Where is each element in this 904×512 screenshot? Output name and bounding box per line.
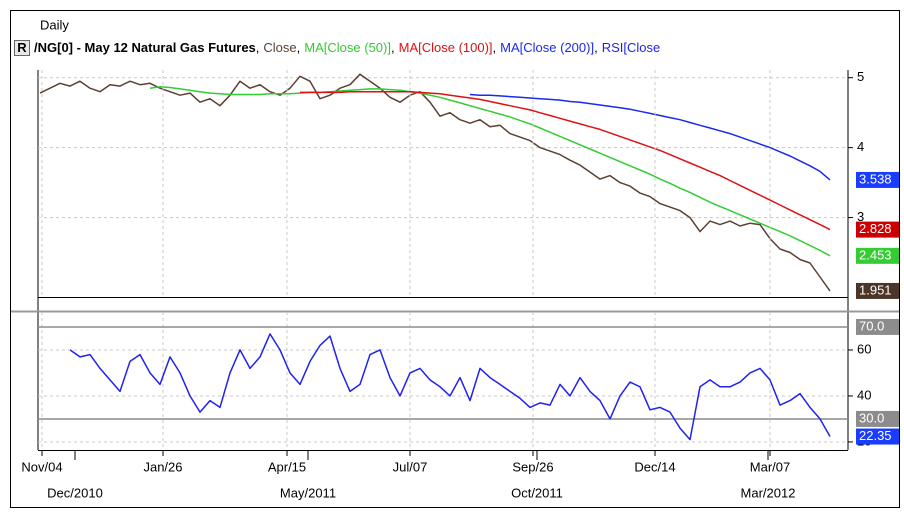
x-tick-label: Mar/07 [750, 459, 790, 474]
last-value-box [856, 282, 899, 299]
legend-entry: RSI[Close [602, 40, 661, 55]
series-line [149, 86, 831, 257]
series-line [469, 93, 831, 181]
button[interactable] [14, 40, 30, 56]
period-label: Daily [40, 17, 69, 32]
x-tick-label: Sep/26 [512, 459, 553, 474]
series-line [300, 90, 831, 231]
y-tick-label: 40 [857, 387, 871, 402]
series-line [39, 73, 831, 292]
x-tick-label: May/2011 [280, 485, 336, 500]
button-label[interactable]: R [17, 40, 27, 55]
last-value-box [856, 171, 899, 188]
legend-entry: Close [263, 40, 296, 55]
y-tick-label: 3 [857, 209, 864, 224]
legend-separator: , [493, 40, 497, 55]
window-frame [10, 10, 900, 508]
legend-separator: , [256, 40, 260, 55]
last-value-label: 2.828 [859, 221, 892, 236]
level-label: 30.0 [859, 410, 884, 425]
last-value-label: 22.35 [859, 428, 892, 443]
x-tick-label: Jan/26 [143, 459, 182, 474]
legend-separator: , [594, 40, 598, 55]
legend-separator: , [391, 40, 395, 55]
x-tick-label: Oct/2011 [511, 485, 563, 500]
level-label-box [856, 318, 899, 335]
y-tick-label: 60 [857, 341, 871, 356]
x-tick-label: Apr/15 [268, 459, 306, 474]
x-tick-label: Mar/2012 [741, 485, 796, 500]
last-value-label: 3.538 [859, 171, 892, 186]
level-label: 70.0 [859, 318, 884, 333]
x-tick-label: Nov/04 [21, 459, 62, 474]
y-tick-label: 5 [857, 69, 864, 84]
last-value-box [856, 428, 899, 445]
last-value-box [856, 221, 899, 238]
legend-entry: MA[Close (50)] [304, 40, 391, 55]
last-value-box [856, 247, 899, 264]
legend-entry: MA[Close (100)] [399, 40, 493, 55]
last-value-label: 1.951 [859, 282, 892, 297]
series-line [69, 333, 831, 441]
y-tick-label: 4 [857, 139, 864, 154]
level-label-box [856, 410, 899, 427]
last-value-label: 2.453 [859, 247, 892, 262]
x-tick-label: Jul/07 [393, 459, 428, 474]
legend-entry: MA[Close (200)] [500, 40, 594, 55]
legend-title: /NG[0] - May 12 Natural Gas Futures [34, 40, 256, 55]
x-tick-label: Dec/14 [634, 459, 675, 474]
x-tick-label: Dec/2010 [47, 485, 103, 500]
legend: /NG[0] - May 12 Natural Gas Futures, Clos… [34, 40, 660, 55]
legend-separator: , [297, 40, 301, 55]
